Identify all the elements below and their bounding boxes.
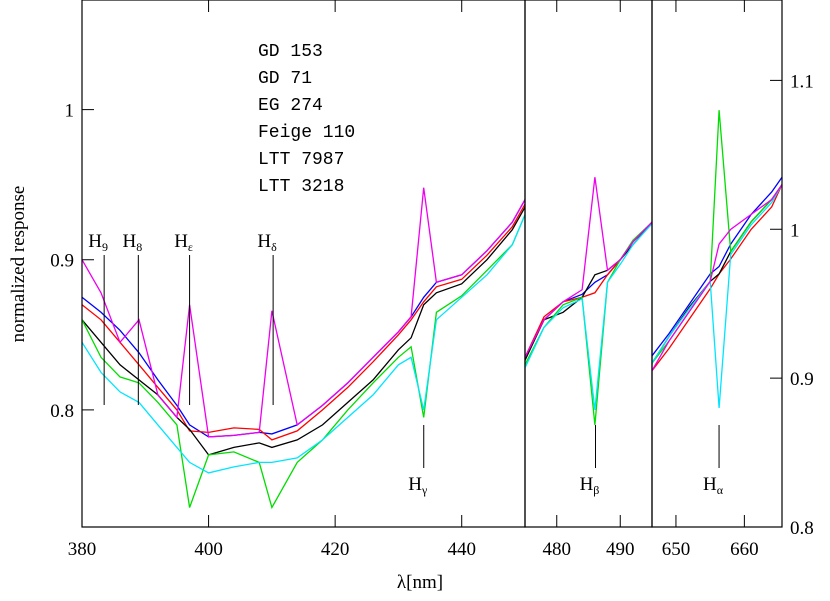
series-line bbox=[81, 203, 526, 441]
x-tick-label: 420 bbox=[321, 539, 350, 560]
line-label: H9 bbox=[88, 231, 108, 254]
line-label: Hε bbox=[174, 231, 193, 254]
line-label-sub: β bbox=[593, 483, 599, 497]
x-tick-label: 660 bbox=[730, 539, 759, 560]
line-label-main: H bbox=[88, 231, 102, 252]
series-line bbox=[524, 177, 653, 358]
line-label-main: H bbox=[174, 231, 188, 252]
line-label-sub: ε bbox=[188, 240, 193, 254]
series-line bbox=[81, 214, 526, 474]
line-label: Hβ bbox=[580, 474, 600, 497]
legend-entry: LTT 7987 bbox=[258, 150, 344, 170]
x-tick-label: 480 bbox=[543, 539, 572, 560]
line-label-main: H bbox=[703, 474, 717, 495]
series-line bbox=[81, 199, 526, 438]
legend-entry: EG 274 bbox=[258, 96, 323, 116]
series-line bbox=[524, 223, 653, 410]
line-label-sub: δ bbox=[271, 240, 277, 254]
series-line bbox=[524, 221, 653, 361]
line-label-main: H bbox=[580, 474, 594, 495]
line-label-sub: α bbox=[717, 483, 724, 497]
line-label-sub: 9 bbox=[102, 240, 108, 254]
y2-tick-label: 1.1 bbox=[790, 71, 814, 92]
series-line bbox=[651, 110, 783, 364]
panel-frame bbox=[524, 0, 653, 528]
series-line bbox=[524, 221, 653, 425]
y-tick-label: 0.8 bbox=[50, 401, 74, 422]
series-line bbox=[651, 184, 783, 372]
y2-tick-label: 0.9 bbox=[790, 369, 814, 390]
y-tick-label: 1 bbox=[65, 101, 75, 122]
x-tick-label: 440 bbox=[447, 539, 476, 560]
line-label: H8 bbox=[122, 231, 142, 254]
series-line bbox=[81, 206, 526, 456]
x-axis-label: λ[nm] bbox=[397, 572, 443, 593]
line-label-main: H bbox=[122, 231, 136, 252]
y2-tick-label: 0.8 bbox=[790, 518, 814, 539]
line-label-sub: γ bbox=[421, 483, 428, 497]
line-label-main: H bbox=[408, 474, 422, 495]
line-label: Hδ bbox=[257, 231, 277, 254]
x-tick-label: 380 bbox=[68, 539, 97, 560]
x-tick-label: 490 bbox=[606, 539, 635, 560]
legend-entry: LTT 3218 bbox=[258, 177, 344, 197]
y2-tick-label: 1 bbox=[790, 220, 800, 241]
legend-entry: Feige 110 bbox=[258, 123, 355, 143]
legend-entry: GD 71 bbox=[258, 69, 312, 89]
series-line bbox=[651, 184, 783, 408]
y-axis-label: normalized response bbox=[8, 186, 29, 343]
panel-frame bbox=[651, 0, 783, 528]
line-label: Hα bbox=[703, 474, 724, 497]
line-label: Hγ bbox=[408, 474, 428, 497]
series-line bbox=[81, 214, 526, 510]
line-label-main: H bbox=[257, 231, 271, 252]
x-tick-label: 650 bbox=[662, 539, 691, 560]
series-line bbox=[81, 187, 526, 438]
legend-entry: GD 153 bbox=[258, 42, 323, 62]
series-line bbox=[651, 176, 783, 357]
line-label-sub: 8 bbox=[136, 240, 142, 254]
y-tick-label: 0.9 bbox=[50, 251, 74, 272]
x-tick-label: 400 bbox=[194, 539, 223, 560]
